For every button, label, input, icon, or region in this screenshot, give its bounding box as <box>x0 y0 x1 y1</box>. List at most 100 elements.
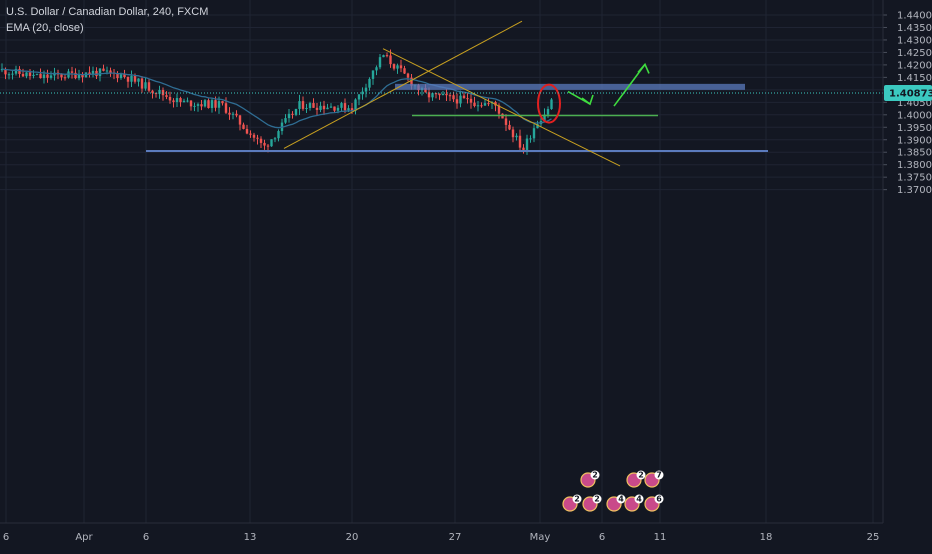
candle-body <box>291 113 294 115</box>
candle-body <box>403 68 406 74</box>
x-tick-label: 6 <box>3 532 9 543</box>
candle-body <box>368 78 371 88</box>
event-count-bubble <box>654 494 664 504</box>
candle-body <box>515 135 518 138</box>
candle-body <box>294 108 298 115</box>
candle-body <box>193 105 196 107</box>
event-count: 2 <box>592 471 598 480</box>
candle-body <box>441 93 445 96</box>
candle-body <box>42 74 46 79</box>
candle-body <box>480 105 483 107</box>
y-tick-label: 1.40500 <box>897 98 932 109</box>
highlight-ellipse[interactable] <box>537 83 561 124</box>
candle-body <box>168 96 172 101</box>
candle-body <box>151 90 154 93</box>
candle-body <box>511 129 515 138</box>
candle-body <box>466 98 469 100</box>
event-count: 6 <box>656 495 662 504</box>
chart-legend: U.S. Dollar / Canadian Dollar, 240, FXCM… <box>6 4 208 36</box>
y-tick-label: 1.37000 <box>897 185 932 196</box>
y-tick-label: 1.44000 <box>897 11 932 22</box>
candle-body <box>263 142 266 146</box>
x-tick-label: 18 <box>760 532 773 543</box>
candle-body <box>438 93 441 96</box>
candle-body <box>459 95 462 104</box>
candle-body <box>259 138 263 143</box>
candle-body <box>357 94 361 100</box>
candle-body <box>25 72 28 77</box>
event-count: 4 <box>618 495 624 504</box>
candle-body <box>543 114 546 122</box>
y-tick-label: 1.41500 <box>897 73 932 84</box>
candle-body <box>389 55 392 65</box>
arrow-up-head[interactable] <box>637 62 650 74</box>
last-price-badge[interactable] <box>884 85 932 102</box>
candle-body <box>7 74 11 76</box>
candle-body <box>249 133 252 135</box>
x-tick-label: 6 <box>143 532 149 543</box>
x-tick-label: 6 <box>599 532 605 543</box>
candle-body <box>207 100 210 109</box>
candle-body <box>319 105 322 110</box>
event-count: 2 <box>574 495 580 504</box>
y-tick-label: 1.42000 <box>897 60 932 71</box>
candles <box>0 49 553 155</box>
candle-body <box>434 93 438 95</box>
trendline-up[interactable] <box>283 20 523 149</box>
candle-body <box>347 108 350 111</box>
candle-body <box>410 77 413 86</box>
candle-body <box>487 103 490 105</box>
candle-body <box>518 135 522 148</box>
candle-body <box>522 147 525 150</box>
candle-body <box>371 70 375 79</box>
event-count-bubble <box>616 494 626 504</box>
y-tick-label: 1.43000 <box>897 35 932 46</box>
candle-body <box>301 101 305 109</box>
indicator-label[interactable]: EMA (20, close) <box>6 22 84 34</box>
candle-body <box>147 82 151 91</box>
y-tick-label: 1.39000 <box>897 135 932 146</box>
arrow-down-head[interactable] <box>581 94 594 106</box>
y-tick-label: 1.43500 <box>897 23 932 34</box>
candle-body <box>284 118 287 123</box>
candle-body <box>287 113 291 119</box>
candle-body <box>473 102 476 107</box>
candle-body <box>221 101 224 104</box>
candle-body <box>49 75 53 78</box>
trendline-down[interactable] <box>382 48 621 167</box>
candle-body <box>175 98 179 103</box>
candle-body <box>364 87 368 92</box>
resistance-zone[interactable] <box>395 83 745 90</box>
candle-body <box>354 99 357 111</box>
candle-body <box>4 68 7 75</box>
candle-body <box>144 82 147 89</box>
time-axis[interactable]: 6 Apr 6 13 20 27 May 6 11 18 25 <box>0 522 883 543</box>
symbol-title[interactable]: U.S. Dollar / Canadian Dollar, 240, FXCM <box>6 6 209 18</box>
event-count: 2 <box>594 495 600 504</box>
candle-body <box>427 92 431 98</box>
candle-body <box>270 139 273 147</box>
price-axis[interactable]: 1.440001.435001.43000 1.425001.42000 1.415… <box>882 0 932 523</box>
candle-body <box>210 100 214 109</box>
candle-body <box>550 99 553 110</box>
candle-body <box>158 90 161 94</box>
candle-body <box>88 72 91 75</box>
candle-body <box>70 71 74 73</box>
candle-body <box>529 138 532 140</box>
drawings[interactable] <box>0 20 883 167</box>
candle-body <box>326 107 329 110</box>
candle-body <box>228 112 231 115</box>
candle-body <box>361 91 364 95</box>
candle-body <box>382 55 385 58</box>
event-badges[interactable]: 2 2 7 2 2 4 4 6 <box>562 470 664 512</box>
event-count-bubble <box>592 494 602 504</box>
candle-body <box>399 65 403 69</box>
candle-body <box>536 124 539 129</box>
candle-body <box>256 137 259 139</box>
event-count-bubble <box>572 494 582 504</box>
x-tick-label: 13 <box>244 532 257 543</box>
candle-body <box>431 93 434 98</box>
candle-body <box>508 124 511 130</box>
